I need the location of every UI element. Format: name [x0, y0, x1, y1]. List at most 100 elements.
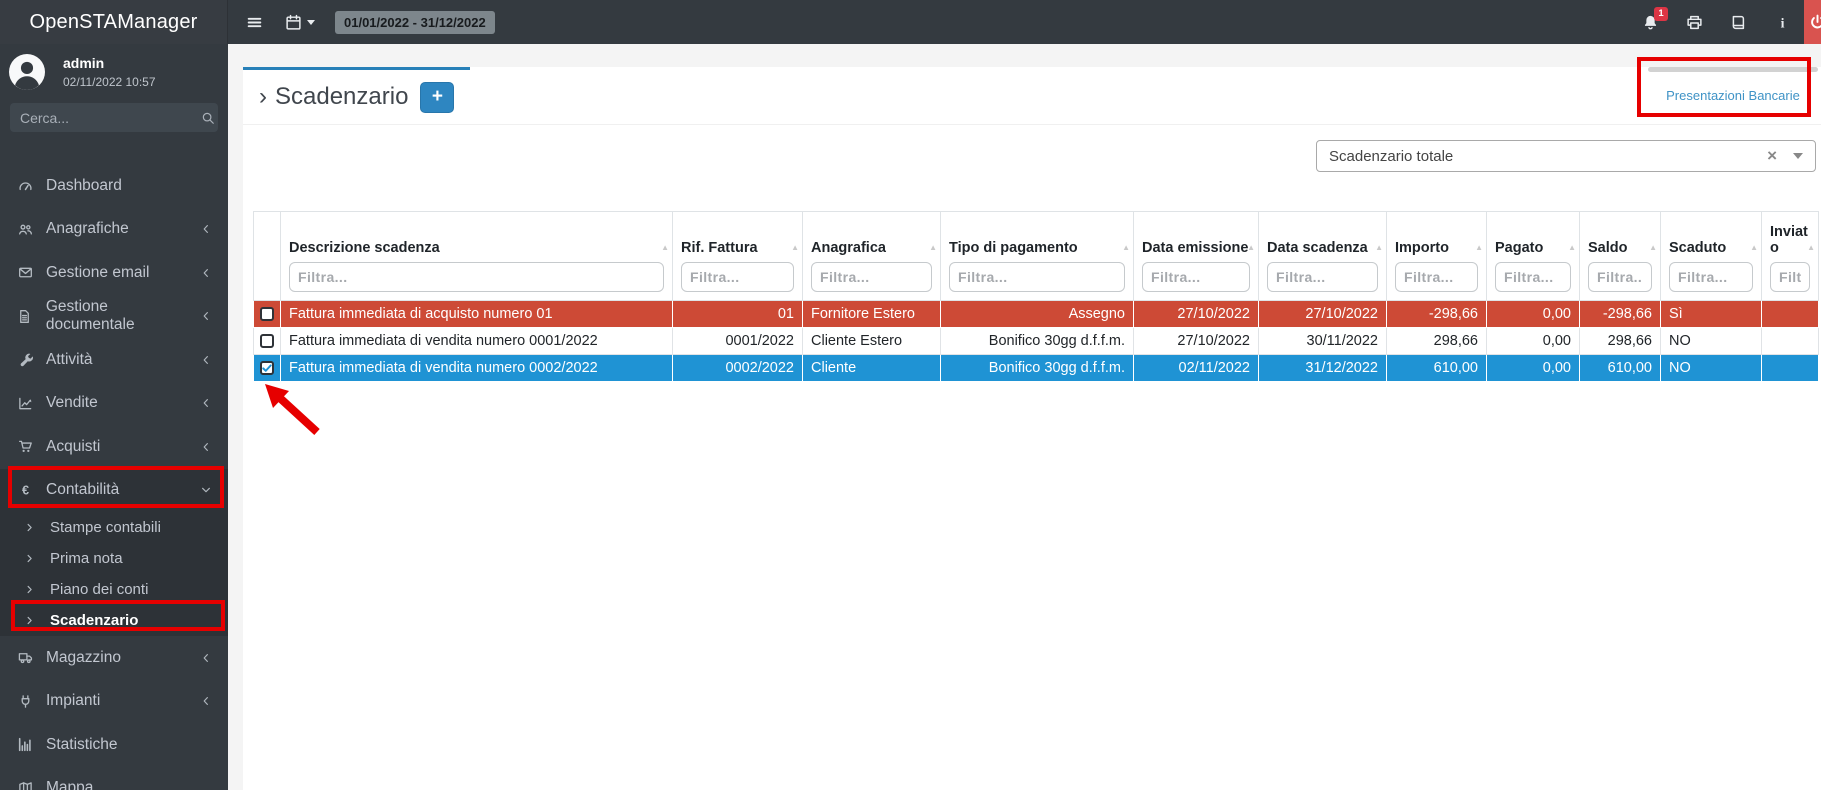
- sidebar-subitem-scadenzario[interactable]: Scadenzario: [0, 605, 228, 636]
- notifications-button[interactable]: 1: [1642, 6, 1668, 31]
- column-header-rif_fattura[interactable]: Rif. Fattura ▲: [672, 211, 803, 301]
- sidebar-item-impianti[interactable]: Impianti: [0, 680, 228, 724]
- filter-input-anagrafica[interactable]: [811, 262, 932, 292]
- select-value: Scadenzario totale: [1329, 147, 1454, 165]
- search-input[interactable]: [20, 109, 201, 126]
- sidebar-item-mappa[interactable]: Mappa: [0, 767, 228, 790]
- sidebar-subitem-stampe-contabili[interactable]: Stampe contabili: [0, 512, 228, 543]
- scadenze-table: Descrizione scadenza▲Rif. Fattura▲Anagra…: [253, 211, 1819, 382]
- scadenze-table-wrapper: Descrizione scadenza▲Rif. Fattura▲Anagra…: [253, 211, 1819, 382]
- sidebar-item-contabilita[interactable]: € Contabilità: [0, 469, 228, 513]
- user-panel: admin 02/11/2022 10:57: [0, 44, 228, 90]
- clear-selection-icon[interactable]: ×: [1767, 146, 1777, 165]
- print-button[interactable]: [1686, 14, 1703, 31]
- sidebar: admin 02/11/2022 10:57 Dashboard Anagrafi…: [0, 44, 228, 790]
- cell-pagato: 0,00: [1486, 354, 1580, 382]
- column-header-tipo_pagamento[interactable]: Tipo di pagamento ▲: [940, 211, 1134, 301]
- row-checkbox[interactable]: [260, 334, 274, 349]
- cell-descrizione: Fattura immediata di vendita numero 0001…: [280, 327, 673, 355]
- row-checkbox[interactable]: [260, 307, 274, 322]
- sidebar-subitem-piano-dei-conti[interactable]: Piano dei conti: [0, 574, 228, 605]
- cell-rif_fattura: 01: [672, 300, 803, 328]
- column-header-pagato[interactable]: Pagato ▲: [1486, 211, 1580, 301]
- chevron-right-icon: ›: [259, 83, 267, 110]
- cell-pagato: 0,00: [1486, 300, 1580, 328]
- select-cell: [253, 327, 281, 355]
- sort-icon: ▲: [1247, 243, 1255, 252]
- column-header-scaduto[interactable]: Scaduto ▲: [1660, 211, 1762, 301]
- tab-scadenzario: › Scadenzario +: [243, 67, 471, 124]
- filter-input-pagato[interactable]: [1495, 262, 1571, 292]
- column-header-inviato[interactable]: Inviato ▲: [1761, 211, 1819, 301]
- sidebar-item-acquisti[interactable]: Acquisti: [0, 425, 228, 469]
- svg-text:€: €: [21, 483, 28, 497]
- filter-input-rif_fattura[interactable]: [681, 262, 794, 292]
- column-header-data_scadenza[interactable]: Data scadenza ▲: [1258, 211, 1387, 301]
- sort-icon: ▲: [1750, 243, 1758, 252]
- chevron-down-icon: [1793, 153, 1803, 159]
- filter-input-descrizione[interactable]: [289, 262, 664, 292]
- select-cell: [253, 354, 281, 382]
- sidebar-item-magazzino[interactable]: Magazzino: [0, 636, 228, 680]
- chevron-left-icon: [200, 310, 212, 322]
- column-header-saldo[interactable]: Saldo ▲: [1579, 211, 1661, 301]
- sidebar-item-label: Vendite: [46, 394, 98, 412]
- cell-inviato: [1761, 300, 1819, 328]
- sidebar-subitem-label: Prima nota: [50, 550, 123, 567]
- date-range-badge[interactable]: 01/01/2022 - 31/12/2022: [335, 10, 495, 34]
- menu-toggle-button[interactable]: [246, 14, 263, 31]
- table-row[interactable]: Fattura immediata di vendita numero 0002…: [253, 354, 1819, 382]
- tachometer-icon: [14, 178, 36, 193]
- chevron-down-icon: [200, 484, 212, 496]
- filter-input-saldo[interactable]: [1588, 262, 1652, 292]
- tab-presentazioni-bancarie[interactable]: Presentazioni Bancarie: [1645, 67, 1821, 124]
- sidebar-item-label: Contabilità: [46, 481, 120, 499]
- scadenzario-filter-select[interactable]: Scadenzario totale ×: [1316, 140, 1816, 172]
- filter-input-data_scadenza[interactable]: [1267, 262, 1378, 292]
- chevron-left-icon: [200, 695, 212, 707]
- column-header-importo[interactable]: Importo ▲: [1386, 211, 1487, 301]
- cell-data_scadenza: 31/12/2022: [1258, 354, 1387, 382]
- sidebar-item-anagrafiche[interactable]: Anagrafiche: [0, 208, 228, 252]
- filter-input-scaduto[interactable]: [1669, 262, 1753, 292]
- calendar-button[interactable]: [285, 14, 315, 31]
- column-header-data_emissione[interactable]: Data emissione ▲: [1133, 211, 1259, 301]
- table-row[interactable]: Fattura immediata di vendita numero 0001…: [253, 327, 1819, 355]
- chevron-right-icon: [24, 553, 35, 564]
- add-button[interactable]: +: [420, 81, 455, 113]
- sidebar-item-dashboard[interactable]: Dashboard: [0, 164, 228, 208]
- table-row[interactable]: Fattura immediata di acquisto numero 01 0…: [253, 300, 1819, 328]
- chevron-right-icon: [24, 522, 35, 533]
- sidebar-item-vendite[interactable]: Vendite: [0, 382, 228, 426]
- column-header-descrizione[interactable]: Descrizione scadenza ▲: [280, 211, 673, 301]
- column-label: Rif. Fattura: [681, 240, 758, 256]
- row-checkbox-checked[interactable]: [260, 361, 274, 376]
- filter-input-inviato[interactable]: [1770, 262, 1810, 292]
- cell-data_emissione: 27/10/2022: [1133, 327, 1259, 355]
- presentazioni-bancarie-link[interactable]: Presentazioni Bancarie: [1666, 88, 1800, 103]
- manual-button[interactable]: [1730, 14, 1747, 31]
- info-button[interactable]: i: [1774, 14, 1791, 31]
- chevron-right-icon: [24, 584, 35, 595]
- sidebar-item-label: Anagrafiche: [46, 220, 129, 238]
- sidebar-item-statistiche[interactable]: Statistiche: [0, 723, 228, 767]
- sidebar-item-label: Dashboard: [46, 176, 122, 194]
- chart-line-icon: [14, 396, 36, 411]
- filter-input-tipo_pagamento[interactable]: [949, 262, 1125, 292]
- cell-inviato: [1761, 327, 1819, 355]
- filter-input-importo[interactable]: [1395, 262, 1478, 292]
- cell-importo: 298,66: [1386, 327, 1487, 355]
- cell-scaduto: NO: [1660, 327, 1762, 355]
- sidebar-subitem-prima-nota[interactable]: Prima nota: [0, 543, 228, 574]
- filter-input-data_emissione[interactable]: [1142, 262, 1250, 292]
- sidebar-item-gestione-email[interactable]: Gestione email: [0, 251, 228, 295]
- users-icon: [14, 222, 36, 237]
- logout-button[interactable]: [1804, 0, 1821, 44]
- wrench-icon: [14, 352, 36, 367]
- cell-saldo: 610,00: [1579, 354, 1661, 382]
- column-header-anagrafica[interactable]: Anagrafica ▲: [802, 211, 941, 301]
- sidebar-item-attivita[interactable]: Attività: [0, 338, 228, 382]
- sort-icon: ▲: [1475, 243, 1483, 252]
- sidebar-item-gestione-documentale[interactable]: Gestione documentale: [0, 295, 228, 339]
- sort-icon: ▲: [1122, 243, 1130, 252]
